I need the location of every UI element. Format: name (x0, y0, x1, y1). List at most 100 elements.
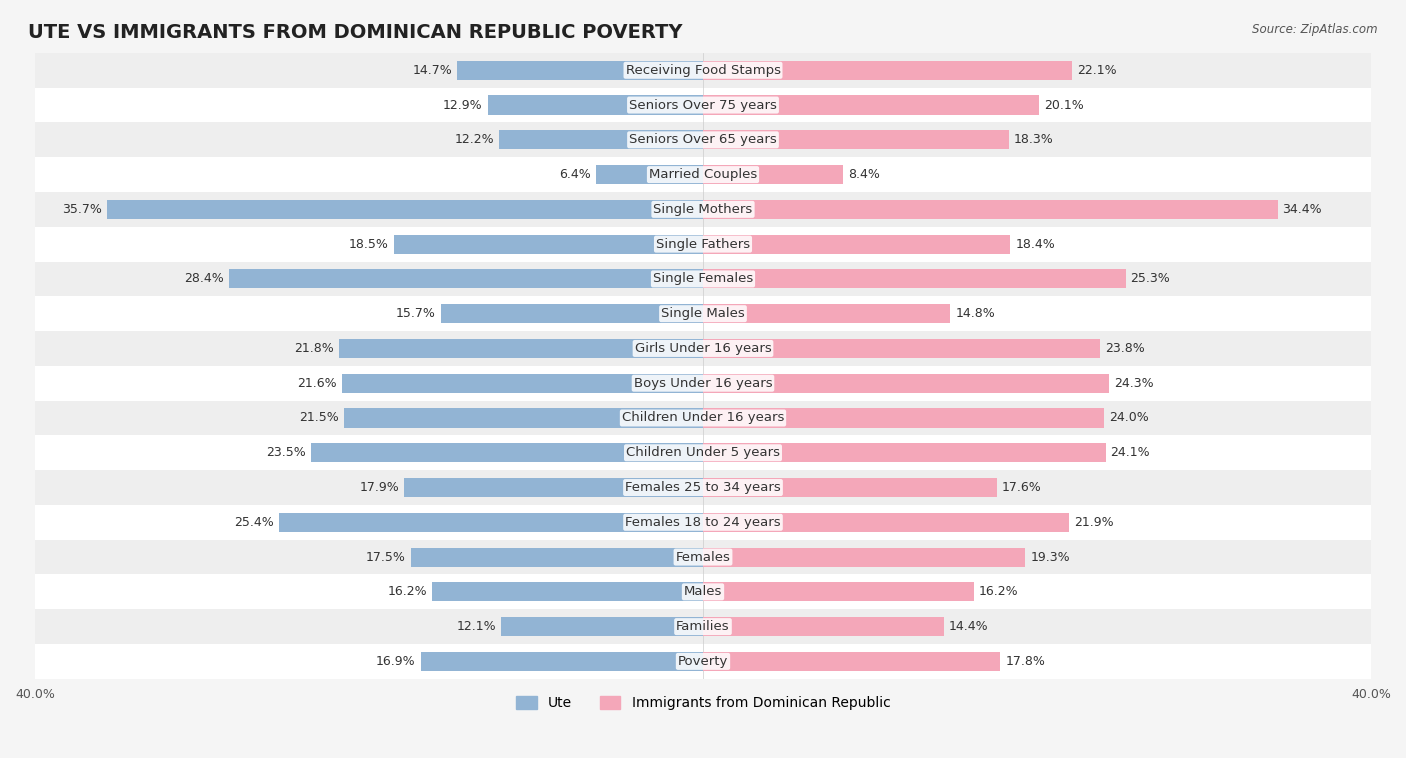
Bar (703, 96, 1039, 114)
Text: Seniors Over 75 years: Seniors Over 75 years (628, 99, 778, 111)
Text: Females 25 to 34 years: Females 25 to 34 years (626, 481, 780, 494)
Text: 21.6%: 21.6% (298, 377, 337, 390)
Bar (342, 374, 703, 393)
Text: 34.4%: 34.4% (1282, 203, 1322, 216)
Text: 24.1%: 24.1% (1111, 446, 1150, 459)
Bar (35, 331, 1371, 366)
Text: 12.9%: 12.9% (443, 99, 482, 111)
Text: 24.0%: 24.0% (1109, 412, 1149, 424)
Text: 15.7%: 15.7% (396, 307, 436, 320)
Bar (35, 192, 1371, 227)
Bar (229, 269, 703, 289)
Bar (35, 157, 1371, 192)
Bar (703, 443, 1105, 462)
Text: Children Under 5 years: Children Under 5 years (626, 446, 780, 459)
Bar (394, 234, 703, 254)
Bar (703, 339, 1101, 358)
Text: 25.4%: 25.4% (233, 515, 274, 529)
Bar (703, 269, 1126, 289)
Legend: Ute, Immigrants from Dominican Republic: Ute, Immigrants from Dominican Republic (510, 691, 896, 716)
Text: 17.8%: 17.8% (1005, 655, 1045, 668)
Bar (703, 374, 1109, 393)
Text: Families: Families (676, 620, 730, 633)
Bar (441, 304, 703, 323)
Bar (35, 366, 1371, 401)
Bar (703, 165, 844, 184)
Text: 14.8%: 14.8% (955, 307, 995, 320)
Bar (703, 582, 973, 601)
Text: 21.9%: 21.9% (1074, 515, 1114, 529)
Bar (703, 547, 1025, 567)
Text: 23.8%: 23.8% (1105, 342, 1146, 355)
Bar (499, 130, 703, 149)
Text: 14.7%: 14.7% (413, 64, 453, 77)
Text: 20.1%: 20.1% (1043, 99, 1084, 111)
Bar (488, 96, 703, 114)
Bar (703, 409, 1104, 428)
Text: Girls Under 16 years: Girls Under 16 years (634, 342, 772, 355)
Bar (703, 652, 1000, 671)
Bar (339, 339, 703, 358)
Bar (35, 435, 1371, 470)
Bar (35, 644, 1371, 678)
Bar (35, 470, 1371, 505)
Bar (433, 582, 703, 601)
Bar (35, 296, 1371, 331)
Text: 16.2%: 16.2% (979, 585, 1018, 598)
Bar (703, 130, 1008, 149)
Bar (703, 512, 1069, 532)
Text: 8.4%: 8.4% (848, 168, 880, 181)
Text: 18.4%: 18.4% (1015, 238, 1054, 251)
Bar (35, 53, 1371, 88)
Bar (35, 227, 1371, 262)
Text: Females: Females (675, 550, 731, 563)
Text: 21.8%: 21.8% (294, 342, 333, 355)
Bar (703, 617, 943, 636)
Bar (35, 575, 1371, 609)
Text: Poverty: Poverty (678, 655, 728, 668)
Text: 23.5%: 23.5% (266, 446, 305, 459)
Bar (35, 505, 1371, 540)
Bar (344, 409, 703, 428)
Text: Boys Under 16 years: Boys Under 16 years (634, 377, 772, 390)
Text: Married Couples: Married Couples (650, 168, 756, 181)
Bar (596, 165, 703, 184)
Bar (35, 262, 1371, 296)
Bar (35, 401, 1371, 435)
Text: 16.9%: 16.9% (377, 655, 416, 668)
Text: 14.4%: 14.4% (949, 620, 988, 633)
Text: Children Under 16 years: Children Under 16 years (621, 412, 785, 424)
Text: 16.2%: 16.2% (388, 585, 427, 598)
Text: UTE VS IMMIGRANTS FROM DOMINICAN REPUBLIC POVERTY: UTE VS IMMIGRANTS FROM DOMINICAN REPUBLI… (28, 23, 683, 42)
Bar (420, 652, 703, 671)
Text: Single Fathers: Single Fathers (657, 238, 749, 251)
Text: Seniors Over 65 years: Seniors Over 65 years (628, 133, 778, 146)
Bar (278, 512, 703, 532)
Text: Source: ZipAtlas.com: Source: ZipAtlas.com (1253, 23, 1378, 36)
Bar (35, 123, 1371, 157)
Text: Single Males: Single Males (661, 307, 745, 320)
Text: 17.9%: 17.9% (360, 481, 399, 494)
Text: 24.3%: 24.3% (1114, 377, 1153, 390)
Text: Receiving Food Stamps: Receiving Food Stamps (626, 64, 780, 77)
Bar (703, 234, 1011, 254)
Text: 18.3%: 18.3% (1014, 133, 1053, 146)
Text: Males: Males (683, 585, 723, 598)
Bar (703, 478, 997, 497)
Text: 12.1%: 12.1% (457, 620, 496, 633)
Text: 12.2%: 12.2% (454, 133, 495, 146)
Bar (703, 200, 1278, 219)
Text: Females 18 to 24 years: Females 18 to 24 years (626, 515, 780, 529)
Text: 17.6%: 17.6% (1002, 481, 1042, 494)
Bar (404, 478, 703, 497)
Bar (107, 200, 703, 219)
Text: 17.5%: 17.5% (366, 550, 406, 563)
Text: 18.5%: 18.5% (349, 238, 389, 251)
Text: 19.3%: 19.3% (1031, 550, 1070, 563)
Text: 6.4%: 6.4% (560, 168, 591, 181)
Bar (703, 304, 950, 323)
Bar (311, 443, 703, 462)
Bar (411, 547, 703, 567)
Text: Single Females: Single Females (652, 272, 754, 286)
Text: 22.1%: 22.1% (1077, 64, 1116, 77)
